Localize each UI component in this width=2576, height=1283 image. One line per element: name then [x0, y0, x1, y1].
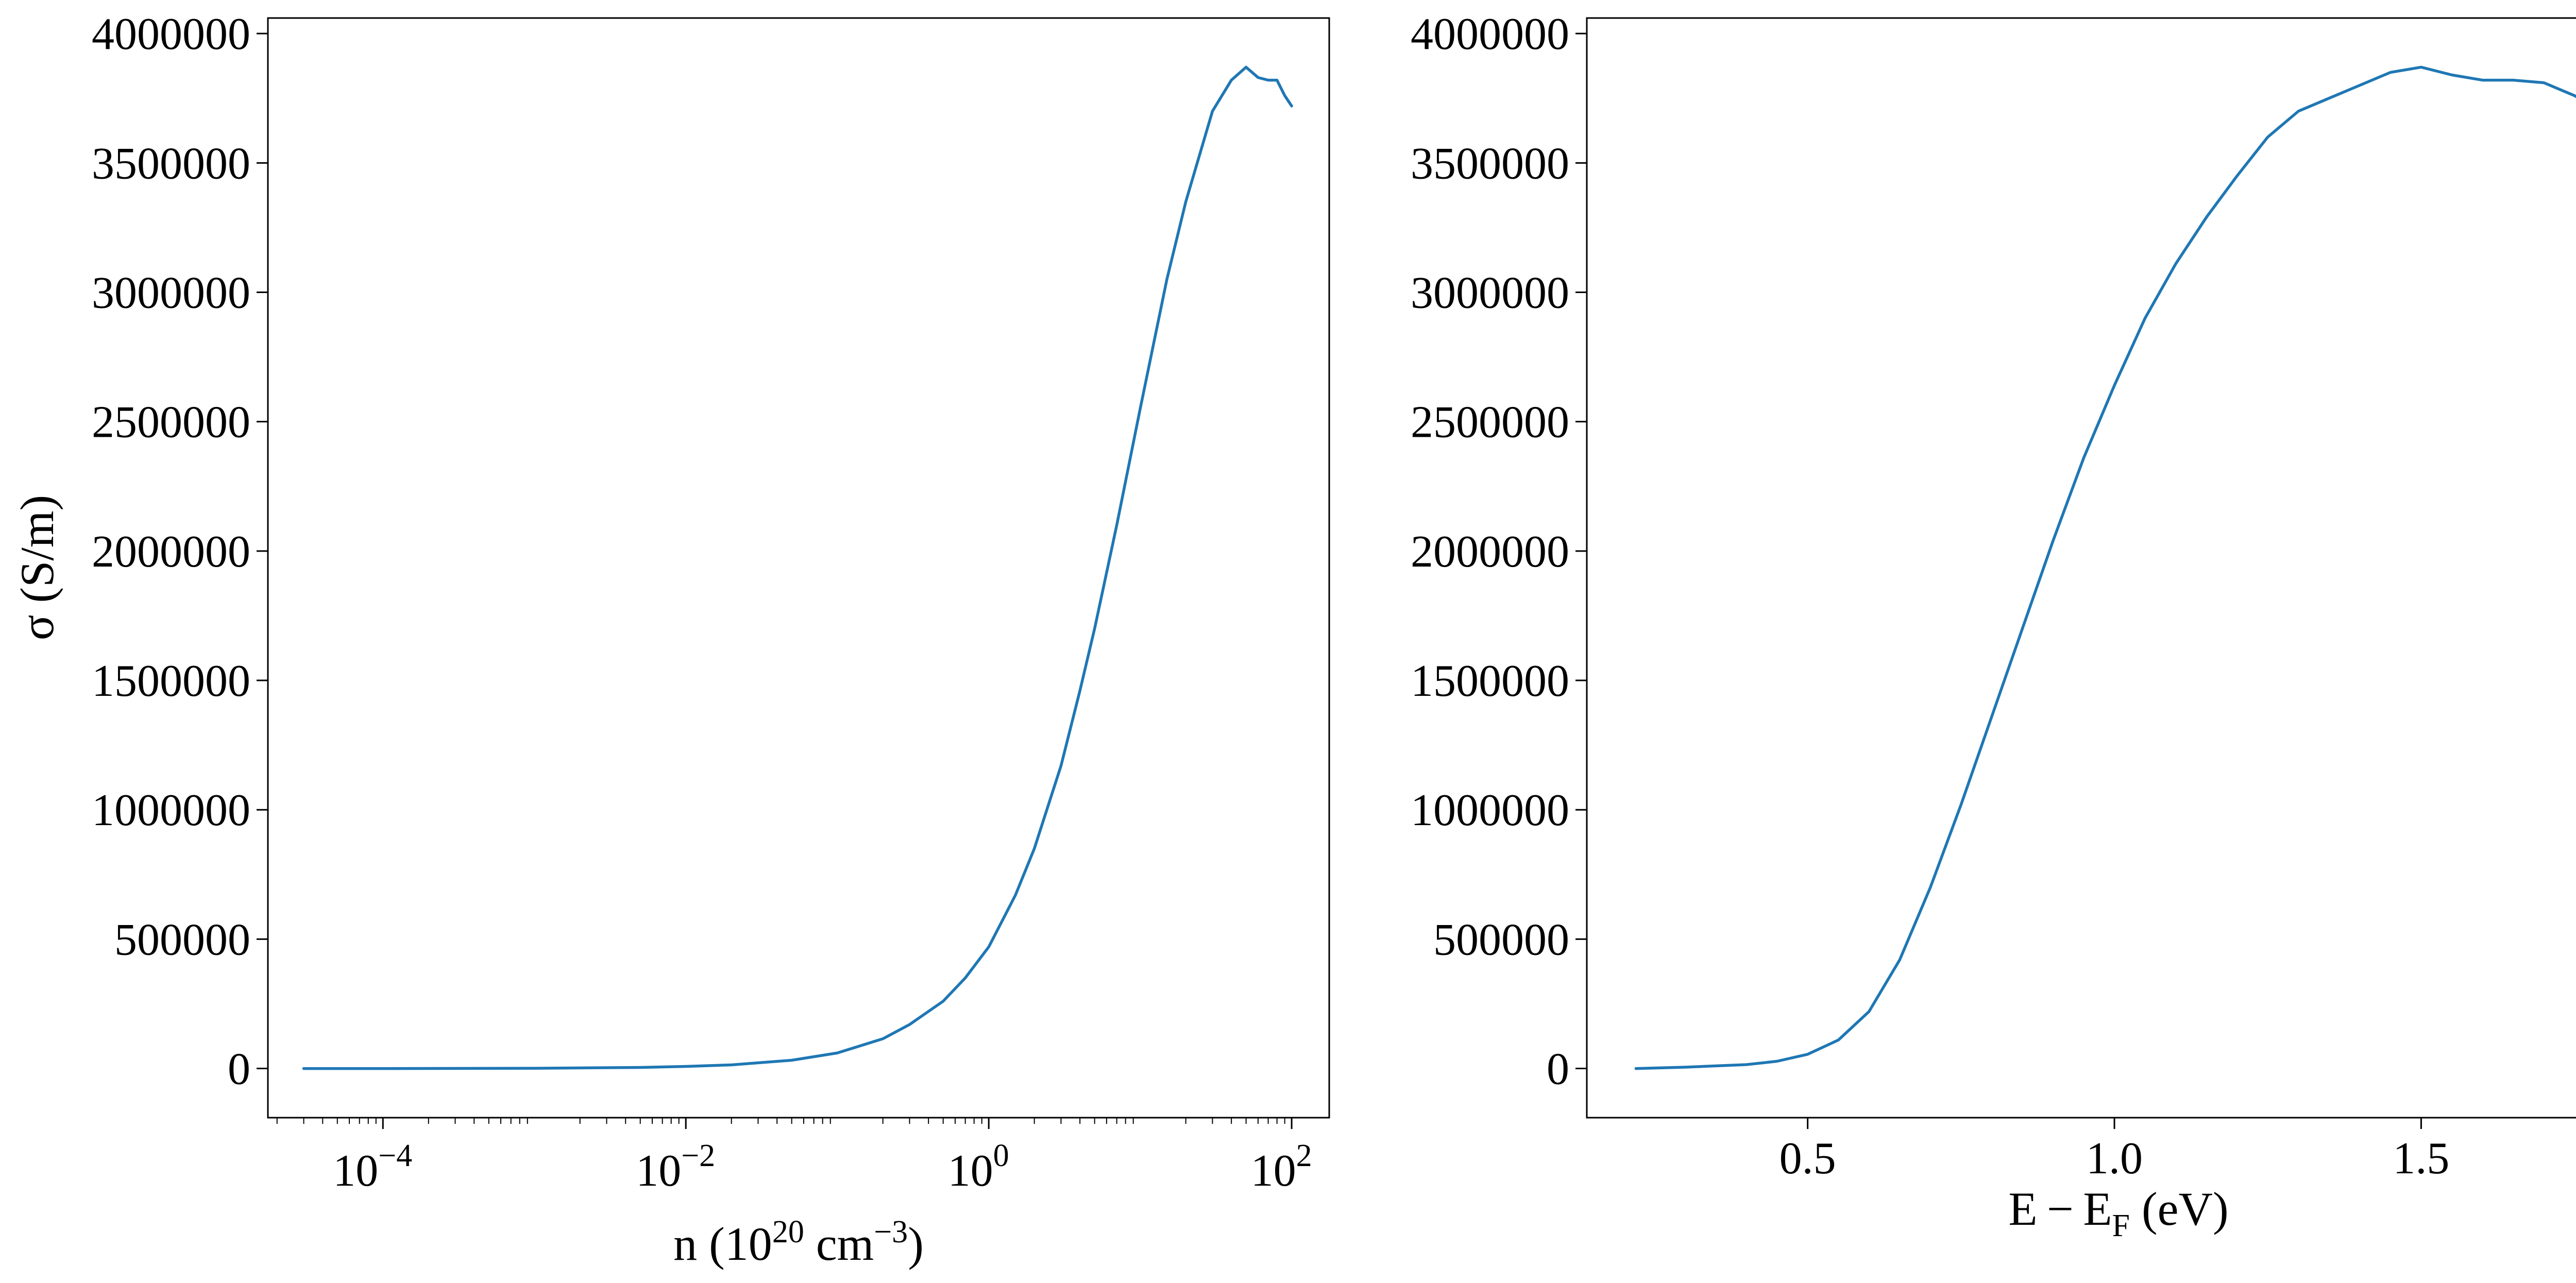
right-y-tick-label: 0: [1547, 1045, 1569, 1094]
left-x-tick-label: 10−2: [636, 1138, 715, 1196]
right-y-tick-label: 2000000: [1411, 527, 1569, 577]
left-y-tick-label: 3500000: [92, 139, 250, 189]
right-x-axis: 0.5 1.0 1.5: [1780, 1118, 2449, 1184]
left-y-tick-label: 0: [228, 1045, 250, 1094]
left-x-tick-label: 102: [1251, 1138, 1312, 1196]
right-y-tick-label: 1000000: [1411, 785, 1569, 835]
right-chart-panel: 0 500000 1000000 1500000 2000000 2500000 30000…: [1411, 9, 2576, 1243]
right-x-axis-label: E − EF (eV): [2008, 1183, 2228, 1243]
left-x-tick-label: 100: [948, 1138, 1009, 1196]
left-y-tick-label: 500000: [114, 915, 250, 965]
right-y-tick-label: 3000000: [1411, 268, 1569, 318]
left-y-tick-label: 1000000: [92, 785, 250, 835]
right-y-tick-label: 3500000: [1411, 139, 1569, 189]
left-plot-frame: [267, 17, 1330, 1119]
right-y-tick-label: 1500000: [1411, 656, 1569, 706]
right-series-path-0: [1634, 65, 2576, 1070]
left-x-axis-label: n (1020 cm−3): [673, 1214, 924, 1270]
left-y-axis-label: σ (S/m): [11, 495, 63, 640]
left-x-tick-label: 10−4: [333, 1138, 412, 1196]
right-x-tick-label: 1.5: [2393, 1134, 2449, 1184]
left-y-tick-label: 2500000: [92, 398, 250, 448]
left-series-path-0: [302, 65, 1293, 1070]
right-y-axis: 0 500000 1000000 1500000 2000000 2500000 30000…: [1411, 9, 1587, 1094]
left-y-tick-label: 2000000: [92, 527, 250, 577]
left-y-tick-label: 4000000: [92, 9, 250, 59]
left-chart-panel: 0 500000 1000000 1500000 2000000 2500000 30000…: [11, 9, 1330, 1270]
right-x-tick-label: 0.5: [1780, 1134, 1836, 1184]
left-series-line: [302, 65, 1293, 1070]
left-y-axis: 0 500000 1000000 1500000 2000000 2500000 30000…: [92, 9, 268, 1094]
right-y-tick-label: 500000: [1433, 915, 1569, 965]
right-series-line: [1634, 65, 2576, 1070]
left-x-axis: 10−4 10−2 100 102: [276, 1118, 1312, 1196]
left-y-tick-label: 1500000: [92, 656, 250, 706]
right-x-tick-label: 1.0: [2086, 1134, 2143, 1184]
left-y-tick-label: 3000000: [92, 268, 250, 318]
right-y-tick-label: 2500000: [1411, 398, 1569, 448]
right-plot-frame: [1586, 17, 2576, 1119]
right-y-tick-label: 4000000: [1411, 9, 1569, 59]
